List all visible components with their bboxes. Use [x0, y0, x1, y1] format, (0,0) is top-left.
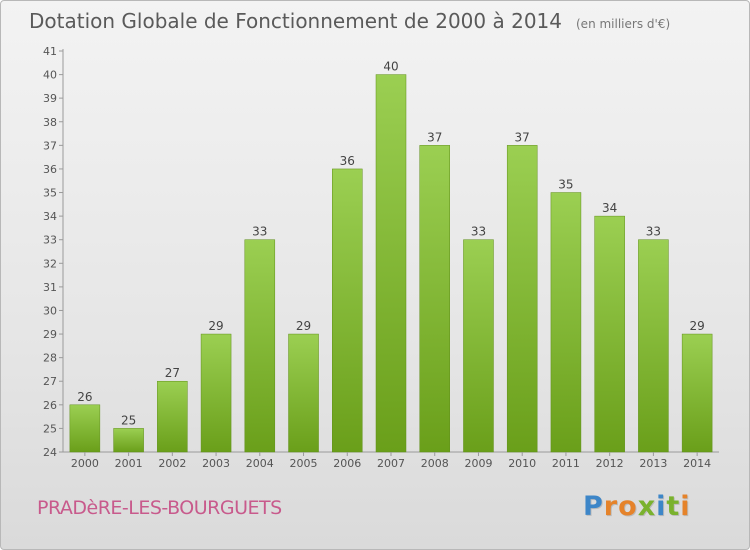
bar: [638, 239, 669, 453]
x-tick-label: 2011: [552, 457, 580, 470]
y-tick-label: 38: [43, 116, 57, 129]
x-tick-label: 2010: [508, 457, 536, 470]
x-tick-label: 2013: [639, 457, 667, 470]
y-tick-label: 31: [43, 281, 57, 294]
x-tick-label: 2014: [683, 457, 711, 470]
bar: [69, 404, 101, 453]
x-tick-label: 2003: [202, 457, 230, 470]
chart-title: Dotation Globale de Fonctionnement de 20…: [29, 9, 670, 33]
bar-chart: 24 25 26 27 28 29 30 31 32 33 34 35 36 37 38 39 40 41 26 20…: [43, 45, 719, 470]
bar-value-label: 29: [689, 319, 704, 333]
logo-letter: o: [618, 491, 638, 522]
x-tick-label: 2004: [246, 457, 274, 470]
bar: [375, 74, 407, 453]
y-tick-label: 30: [43, 304, 57, 317]
y-tick-label: 35: [43, 187, 57, 200]
y-tick-label: 40: [43, 69, 57, 82]
x-tick-label: 2006: [333, 457, 361, 470]
bar-value-label: 35: [558, 178, 573, 192]
chart-title-text: Dotation Globale de Fonctionnement de 20…: [29, 9, 562, 33]
x-tick-label: 2002: [158, 457, 186, 470]
y-tick-label: 28: [43, 352, 57, 365]
y-tick-label: 25: [43, 422, 57, 435]
proxiti-logo: Proxiti: [583, 491, 691, 522]
bar: [594, 215, 625, 453]
logo-letter: r: [603, 491, 619, 522]
bar-value-label: 36: [340, 154, 355, 168]
bar: [113, 428, 144, 453]
y-tick-label: 37: [43, 139, 57, 152]
x-tick-label: 2009: [464, 457, 492, 470]
logo-letter: t: [666, 491, 681, 522]
x-tick-label: 2008: [421, 457, 449, 470]
bar: [550, 192, 582, 453]
bar-value-label: 33: [646, 225, 661, 239]
bar: [200, 333, 232, 453]
logo-letter: i: [680, 491, 691, 522]
y-tick-label: 24: [43, 446, 57, 459]
chart-unit: (en milliers d'€): [576, 17, 671, 31]
y-tick-label: 33: [43, 234, 57, 247]
y-tick-label: 26: [43, 399, 57, 412]
bar-value-label: 37: [515, 130, 530, 144]
bar: [506, 145, 538, 453]
bar: [244, 239, 276, 453]
bar-value-label: 40: [383, 60, 398, 74]
x-tick-label: 2001: [115, 457, 143, 470]
bar-value-label: 27: [165, 366, 180, 380]
bar: [681, 333, 713, 453]
y-tick-label: 27: [43, 375, 57, 388]
logo-letter: i: [656, 491, 667, 522]
bar: [332, 168, 363, 453]
commune-name: PRADèRE-LES-BOURGUETS: [37, 497, 282, 519]
y-tick-label: 34: [43, 210, 57, 223]
y-tick-label: 39: [43, 92, 57, 105]
bar-value-label: 33: [471, 225, 486, 239]
x-tick-label: 2005: [290, 457, 318, 470]
bar-value-label: 37: [427, 130, 442, 144]
y-tick-label: 29: [43, 328, 57, 341]
bar: [419, 145, 450, 453]
x-tick-label: 2012: [596, 457, 624, 470]
y-tick-label: 41: [43, 45, 57, 58]
x-tick-label: 2000: [71, 457, 99, 470]
bar-value-label: 25: [121, 413, 136, 427]
bar: [463, 239, 494, 453]
bar-value-label: 33: [252, 225, 267, 239]
bar-value-label: 29: [208, 319, 223, 333]
x-tick-label: 2007: [377, 457, 405, 470]
y-tick-label: 36: [43, 163, 57, 176]
bar-value-label: 29: [296, 319, 311, 333]
bar-value-label: 26: [77, 390, 92, 404]
bar: [157, 380, 188, 453]
bar-value-label: 34: [602, 201, 617, 215]
y-tick-label: 32: [43, 257, 57, 270]
bar: [288, 333, 319, 453]
logo-letter: P: [583, 491, 604, 522]
logo-letter: x: [637, 491, 657, 522]
